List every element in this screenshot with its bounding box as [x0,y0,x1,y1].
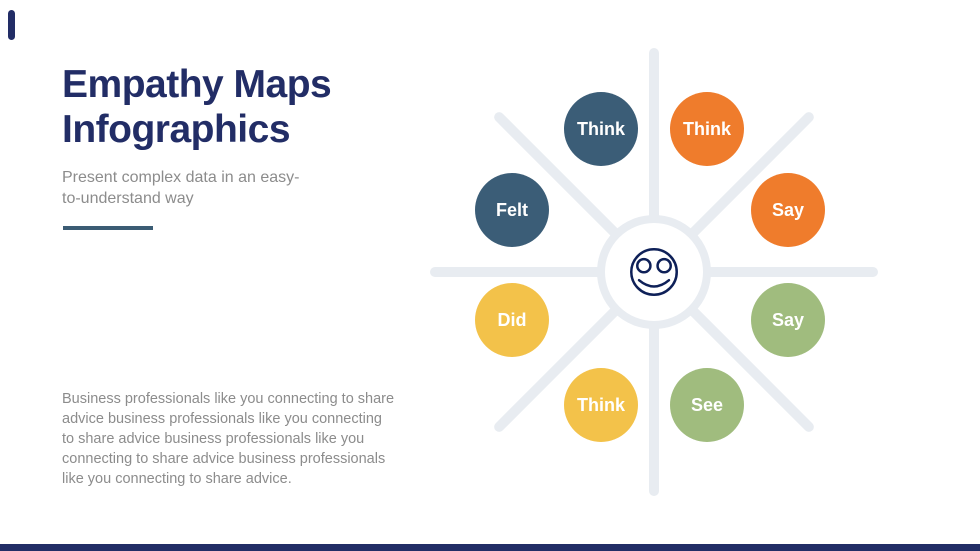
diagram-node-say-orange: Say [751,173,825,247]
page-title: Empathy Maps Infographics [62,63,332,151]
title-divider [63,226,153,230]
node-label: Say [771,199,805,220]
diagram-node-think-orange: Think [670,92,744,166]
node-label: Felt [495,199,528,220]
smiley-face-icon [630,248,678,296]
node-label: Did [497,309,527,330]
node-label: See [690,394,724,415]
bottom-accent-bar [0,544,980,551]
description-paragraph: Business professionals like you connecti… [62,391,395,487]
diagram-node-did: Did [475,283,549,357]
diagram-node-think-yellow: Think [564,368,638,442]
node-label: Think [577,394,625,415]
diagram-node-think-slate: Think [564,92,638,166]
corner-accent-mark [8,10,15,40]
diagram-node-say-green: Say [751,283,825,357]
node-label: Think [683,118,731,139]
node-label: Think [577,118,625,139]
page-subtitle: Present complex data in an easy- to-unde… [62,169,300,207]
diagram-node-see: See [670,368,744,442]
center-hub [597,215,711,329]
node-label: Say [771,309,805,330]
diagram-node-felt: Felt [475,173,549,247]
